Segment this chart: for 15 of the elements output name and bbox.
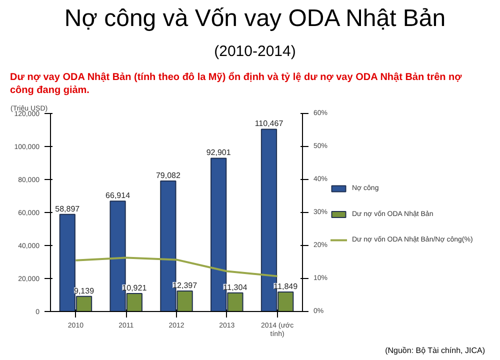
chart-subtitle: (2010-2014) xyxy=(214,43,296,61)
data-label: 11,849 xyxy=(274,282,298,291)
data-label: 12,397 xyxy=(172,281,198,290)
data-label: 110,467 xyxy=(254,119,284,128)
text: (Nguồn: Bộ Tài chính, JICA) xyxy=(385,345,485,356)
line-series xyxy=(74,256,278,278)
data-label: 9,139 xyxy=(74,286,95,296)
data-label: 66,914 xyxy=(106,191,131,200)
data-label: 11,304 xyxy=(223,282,248,292)
chart-title: Nợ công và Vốn vay ODA Nhật Bản xyxy=(64,5,446,33)
data-label: 79,082 xyxy=(156,171,181,180)
data-label: 92,901 xyxy=(206,148,232,158)
text: Dư nợ vay ODA Nhật Bản (tính theo đô la Mỹ) ổn định và tỷ lệ dư nợ vay ODA Nhật Bản trên nợ công đang giảm. xyxy=(10,71,463,97)
data-label: 58,897 xyxy=(55,204,80,214)
data-label: 10,921 xyxy=(122,283,148,292)
